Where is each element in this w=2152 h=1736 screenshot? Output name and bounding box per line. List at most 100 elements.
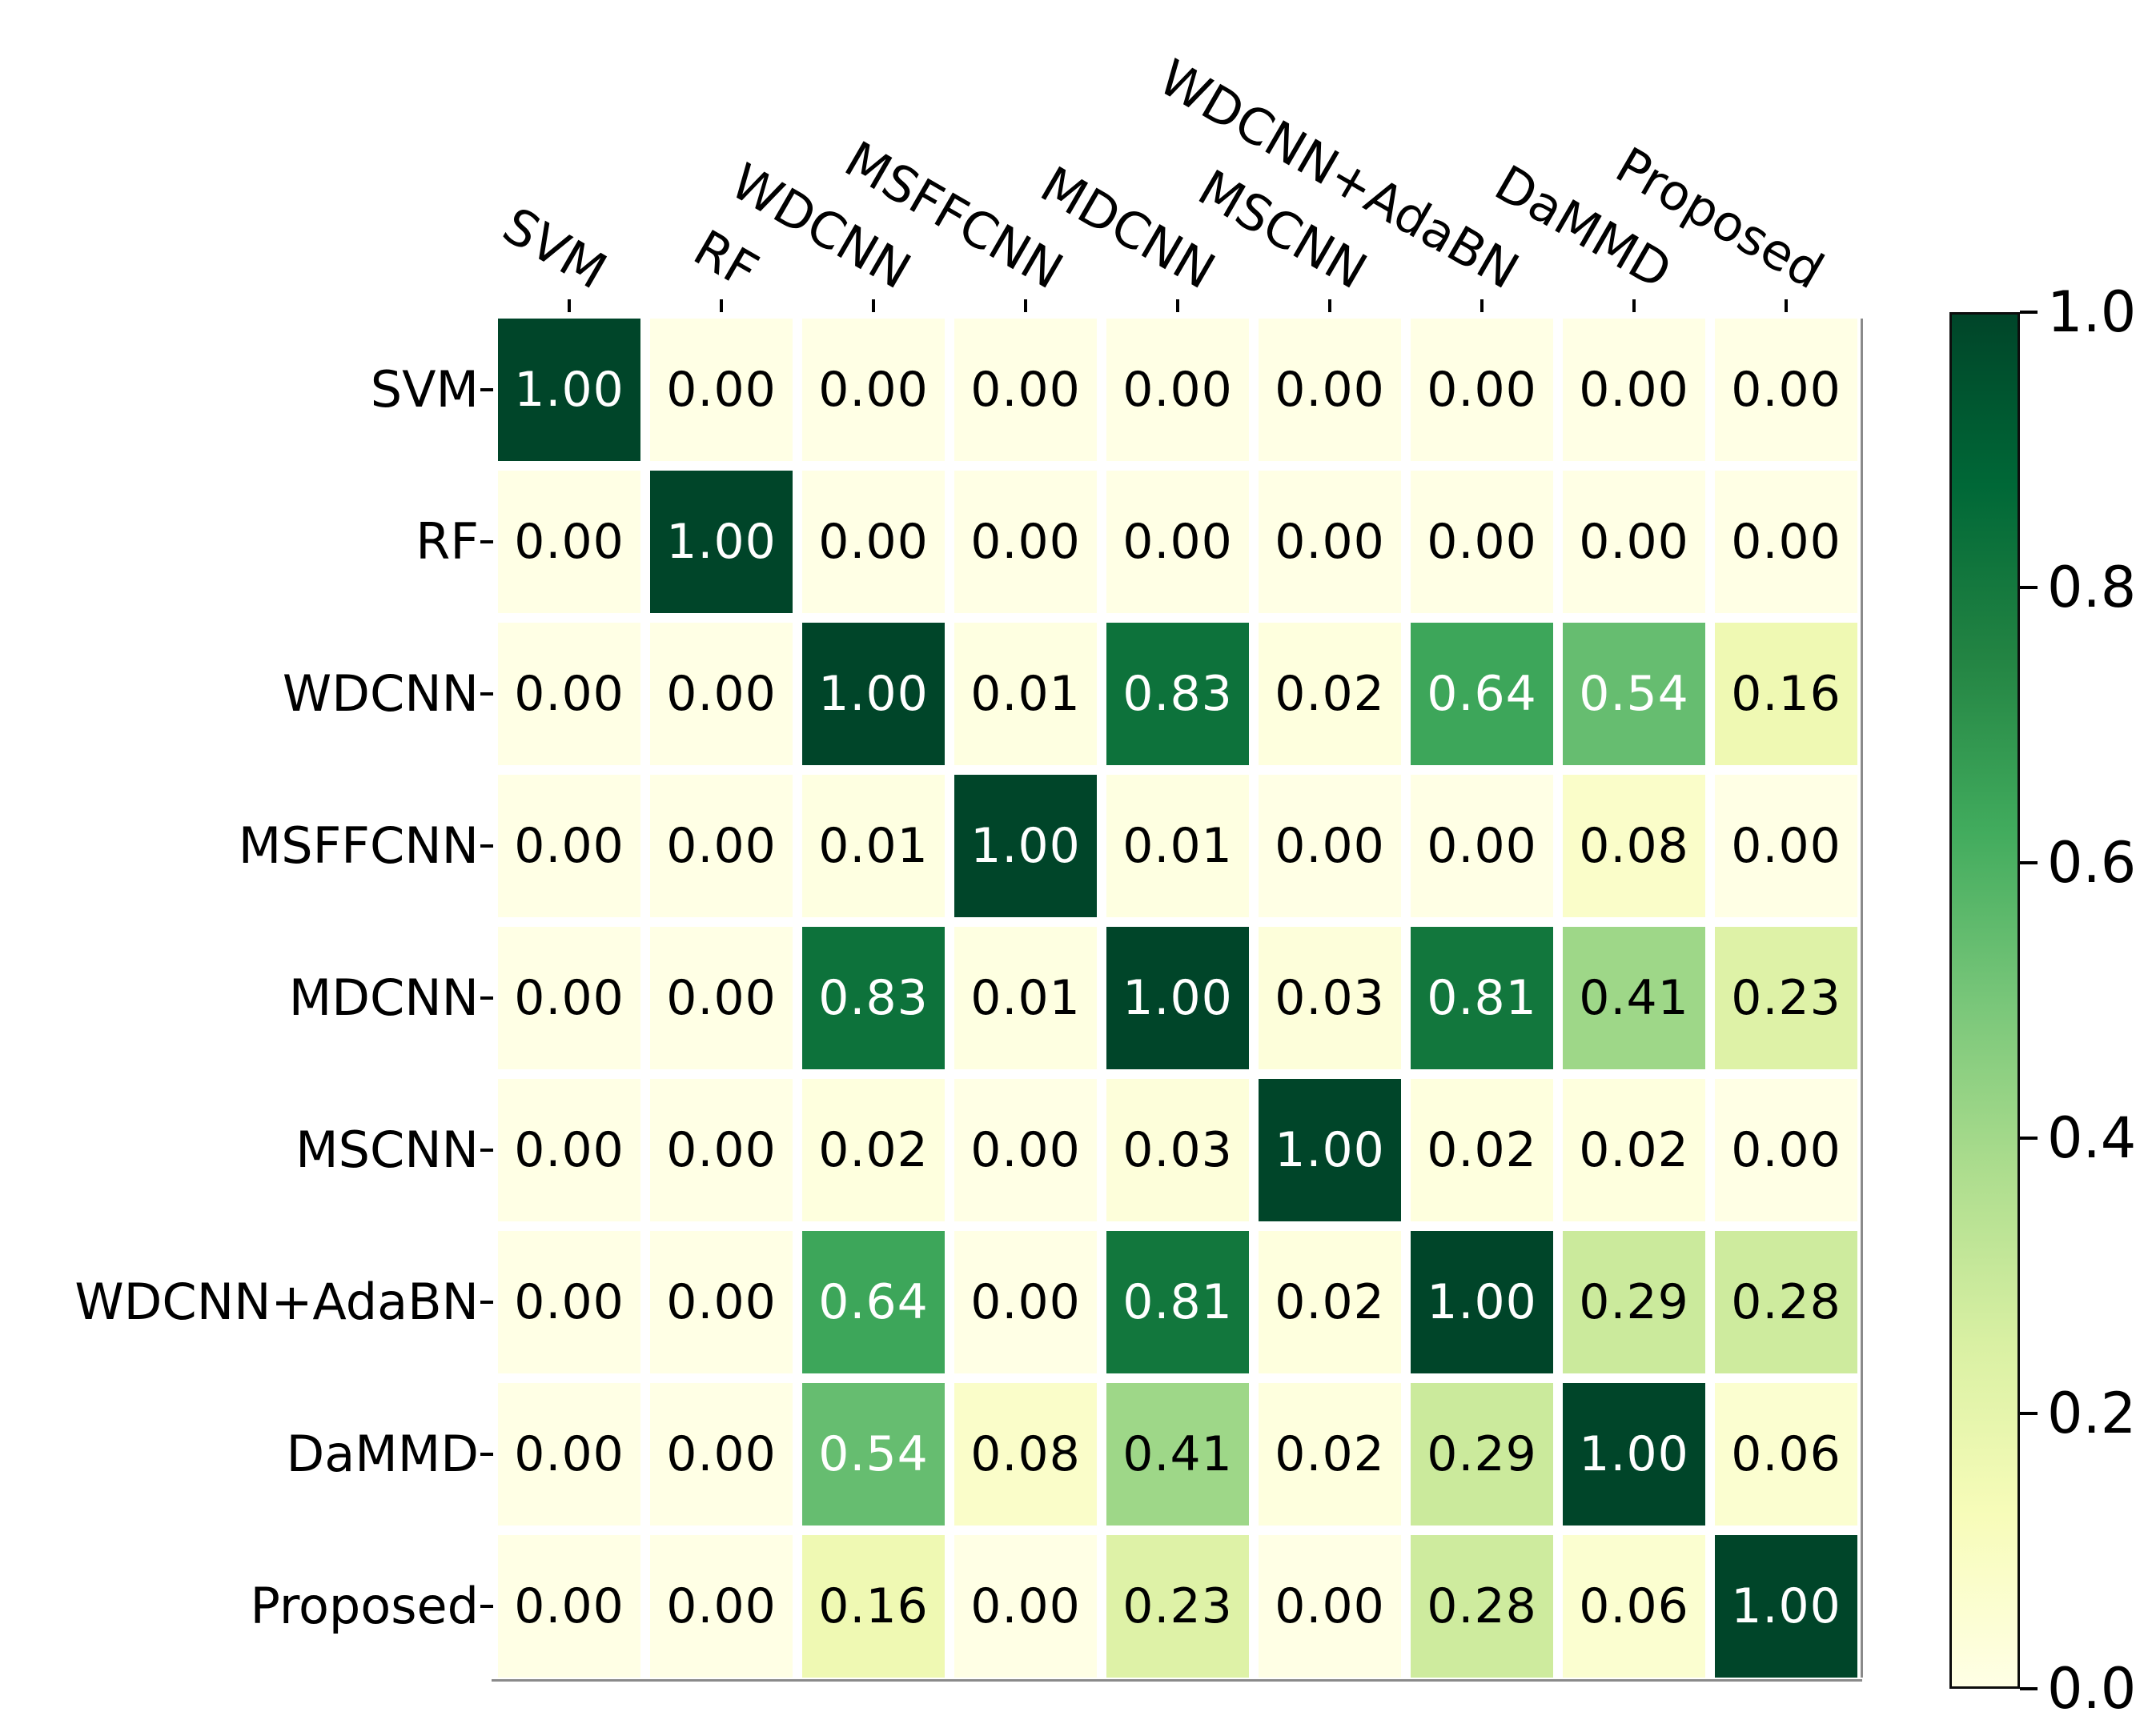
cell-value: 0.00 [1579, 362, 1689, 418]
heatmap-cell: 0.54 [802, 1383, 945, 1526]
cell-value: 0.00 [970, 1578, 1081, 1634]
cell-value: 0.81 [1122, 1274, 1233, 1330]
cell-value: 0.02 [818, 1122, 929, 1178]
heatmap-cell: 0.06 [1563, 1535, 1705, 1678]
cell-value: 1.00 [514, 362, 624, 418]
heatmap-cell: 0.00 [802, 471, 945, 613]
heatmap-cell: 0.02 [1259, 1231, 1401, 1373]
cell-value: 0.00 [666, 666, 777, 722]
y-axis-tick [480, 1605, 493, 1608]
heatmap-cell: 0.16 [1715, 623, 1857, 765]
cell-value: 0.00 [818, 362, 929, 418]
heatmap-cell: 0.83 [1106, 623, 1249, 765]
heatmap-cell: 0.00 [1259, 471, 1401, 613]
cell-value: 0.00 [514, 818, 624, 874]
heatmap-cell: 0.41 [1106, 1383, 1249, 1526]
cell-value: 0.00 [1731, 818, 1841, 874]
cell-value: 0.00 [666, 818, 777, 874]
cell-value: 0.28 [1731, 1274, 1841, 1330]
heatmap-cell: 0.00 [1563, 319, 1705, 461]
x-axis-label: RF [684, 218, 769, 301]
x-axis-tick [1632, 299, 1636, 312]
cell-value: 0.00 [666, 1274, 777, 1330]
heatmap-cell: 0.00 [498, 1079, 640, 1221]
heatmap-cell: 0.00 [1715, 1079, 1857, 1221]
y-axis-tick [480, 1453, 493, 1456]
heatmap-cell: 0.00 [1715, 471, 1857, 613]
heatmap-cell: 0.23 [1106, 1535, 1249, 1678]
cell-value: 0.00 [1275, 818, 1385, 874]
cell-value: 0.28 [1427, 1578, 1537, 1634]
colorbar-tick [2020, 586, 2038, 589]
colorbar-gradient [1949, 312, 2020, 1689]
cell-value: 1.00 [970, 818, 1081, 874]
cell-value: 0.00 [1275, 1578, 1385, 1634]
x-axis-tick [872, 299, 875, 312]
x-axis-tick [1328, 299, 1331, 312]
x-axis-label: SVM [492, 195, 616, 301]
cell-value: 0.00 [818, 514, 929, 570]
heatmap-cell: 0.00 [650, 1231, 793, 1373]
cell-value: 1.00 [1122, 970, 1233, 1026]
axes-right-spine [1861, 319, 1863, 1678]
cell-value: 0.54 [1579, 666, 1689, 722]
cell-value: 0.00 [514, 666, 624, 722]
heatmap-cell: 0.06 [1715, 1383, 1857, 1526]
heatmap-cell: 0.00 [498, 1383, 640, 1526]
cell-value: 0.01 [1122, 818, 1233, 874]
heatmap-cell: 0.54 [1563, 623, 1705, 765]
x-axis-label: MDCNN [1030, 154, 1225, 301]
heatmap-cell: 0.00 [1259, 319, 1401, 461]
cell-value: 0.41 [1579, 970, 1689, 1026]
cell-value: 0.03 [1275, 970, 1385, 1026]
cell-value: 0.00 [514, 514, 624, 570]
y-axis-label: MSCNN [295, 1121, 479, 1179]
heatmap-cell: 0.00 [498, 775, 640, 917]
y-axis-tick [480, 388, 493, 391]
y-axis-label: RF [416, 512, 479, 571]
x-axis-tick [568, 299, 571, 312]
heatmap-cell: 0.08 [954, 1383, 1097, 1526]
heatmap-cell: 0.81 [1106, 1231, 1249, 1373]
heatmap-cell: 0.00 [802, 319, 945, 461]
colorbar-tick [2020, 1412, 2038, 1415]
cell-value: 0.29 [1427, 1426, 1537, 1482]
heatmap-cell: 0.01 [954, 927, 1097, 1069]
heatmap-cell: 0.00 [498, 1231, 640, 1373]
y-axis-label: SVM [370, 360, 479, 419]
y-axis-tick [480, 692, 493, 696]
y-axis-tick [480, 540, 493, 543]
x-axis-tick [1176, 299, 1179, 312]
heatmap-cell: 0.00 [954, 319, 1097, 461]
cell-value: 0.02 [1275, 666, 1385, 722]
y-axis-label: MSFFCNN [238, 816, 479, 875]
heatmap-cell: 0.00 [954, 471, 1097, 613]
cell-value: 0.83 [1122, 666, 1233, 722]
heatmap-cell: 0.00 [1411, 319, 1553, 461]
cell-value: 0.00 [1275, 362, 1385, 418]
cell-value: 0.54 [818, 1426, 929, 1482]
cell-value: 0.41 [1122, 1426, 1233, 1482]
heatmap-cell: 0.02 [1259, 623, 1401, 765]
heatmap-cell: 0.00 [650, 1535, 793, 1678]
cell-value: 0.00 [1427, 362, 1537, 418]
colorbar-tick-label: 0.0 [2047, 1656, 2137, 1722]
cell-value: 0.00 [514, 970, 624, 1026]
colorbar-tick-label: 0.2 [2047, 1381, 2137, 1446]
heatmap-cell: 0.02 [1259, 1383, 1401, 1526]
axes-bottom-spine [492, 1679, 1862, 1682]
y-axis-tick [480, 1301, 493, 1304]
cell-value: 0.03 [1122, 1122, 1233, 1178]
cell-value: 0.00 [1579, 514, 1689, 570]
heatmap-cell: 0.02 [802, 1079, 945, 1221]
cell-value: 1.00 [1731, 1578, 1841, 1634]
colorbar-tick-label: 0.8 [2047, 555, 2137, 620]
heatmap-cell: 0.03 [1106, 1079, 1249, 1221]
heatmap-cell: 1.00 [802, 623, 945, 765]
heatmap-cell: 0.00 [1715, 319, 1857, 461]
cell-value: 0.29 [1579, 1274, 1689, 1330]
heatmap-cell: 0.00 [1715, 775, 1857, 917]
heatmap-cell: 0.00 [650, 319, 793, 461]
heatmap-cell: 0.00 [650, 623, 793, 765]
